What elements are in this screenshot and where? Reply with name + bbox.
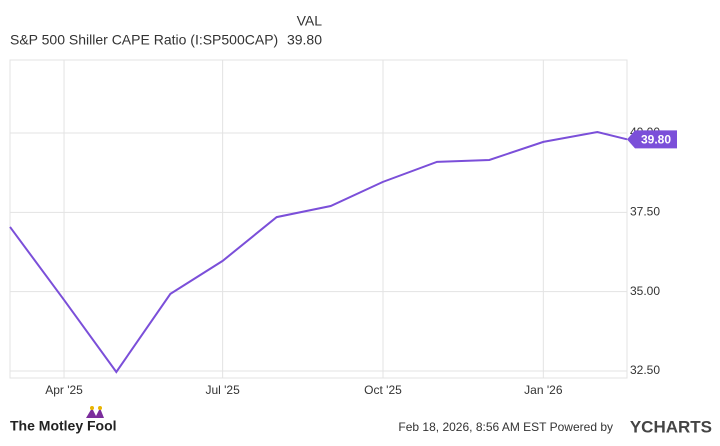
- value-label: 39.80: [641, 133, 671, 147]
- x-tick-label: Oct '25: [364, 383, 402, 397]
- x-tick-label: Apr '25: [45, 383, 83, 397]
- plot-frame: [9, 59, 628, 379]
- x-tick-label: Jul '25: [205, 383, 240, 397]
- data-line: [9, 131, 628, 374]
- legend-value: 39.80: [287, 32, 322, 48]
- y-tick-label: 32.50: [630, 363, 660, 377]
- brand: The Motley Fool: [10, 418, 117, 434]
- x-tick-label: Jan '26: [524, 383, 563, 397]
- footer-logo: [86, 406, 104, 418]
- timestamp: Feb 18, 2026, 8:56 AM EST Powered by: [398, 420, 613, 434]
- y-tick-label: 35.00: [630, 284, 660, 298]
- value-tag: [627, 130, 677, 149]
- column-header: VAL: [297, 13, 323, 29]
- source: YCHARTS: [630, 417, 712, 436]
- legend-entry: S&P 500 Shiller CAPE Ratio (I:SP500CAP): [10, 32, 278, 48]
- y-tick-label: 37.50: [630, 205, 660, 219]
